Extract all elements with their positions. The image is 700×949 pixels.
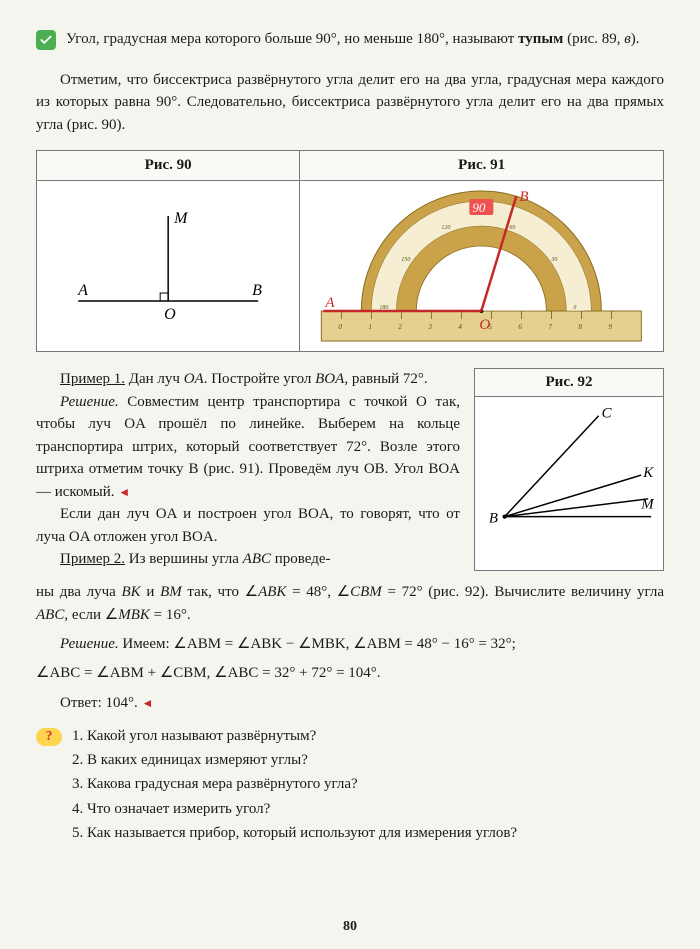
svg-text:K: K [642, 465, 654, 481]
ex1-ray: OA [184, 371, 204, 387]
svg-text:B: B [252, 282, 262, 299]
def-ref-close: ). [631, 31, 640, 47]
svg-text:120: 120 [442, 225, 451, 231]
ex1-gc: , равный 72°. [344, 371, 427, 387]
intro-paragraph: Отметим, что биссектриса развёрнутого уг… [36, 69, 664, 137]
svg-text:M: M [173, 210, 189, 227]
ex2-answer: Ответ: 104°. ◄ [36, 692, 664, 715]
svg-text:6: 6 [519, 323, 523, 331]
question-1: 1. Какой угол называют развёрнутым? [72, 725, 517, 748]
svg-text:B: B [520, 189, 529, 205]
svg-text:B: B [489, 511, 498, 527]
ex2-sol1: Решение. Имеем: ∠ABM = ∠ABK − ∠MBK, ∠ABM… [36, 633, 664, 656]
page-number: 80 [0, 919, 700, 935]
check-icon [36, 30, 56, 50]
fig92-title: Рис. 92 [475, 369, 663, 397]
ex2-title: Пример 2. [60, 551, 125, 567]
svg-text:0: 0 [574, 305, 577, 311]
fig92-body: B C K M [475, 397, 663, 567]
fig90-title: Рис. 90 [37, 151, 299, 181]
fig91-body: 90 1 8 0 150 120 60 30 0 [300, 181, 663, 351]
end-mark-icon: ◄ [118, 485, 130, 499]
svg-text:O: O [164, 306, 176, 323]
example1-row: Пример 1. Дан луч OA. Постройте угол BOA… [36, 368, 664, 571]
def-ref: (рис. 89, [563, 31, 624, 47]
ex2-ans: 104°. [102, 695, 138, 711]
definition-text: Угол, градусная мера которого больше 90°… [66, 28, 640, 51]
question-3: 3. Какова градусная мера развёрнутого уг… [72, 773, 517, 796]
end-mark-icon-2: ◄ [142, 696, 154, 710]
ex1-follow: Если дан луч OA и построен угол BOA, то … [36, 503, 460, 548]
svg-text:A: A [325, 295, 336, 311]
ex2-cont: ны два луча BK и BM так, что ∠ABK = 48°,… [36, 581, 664, 628]
figures-table: Рис. 90 A B O M Рис. 91 [36, 150, 664, 352]
svg-text:5: 5 [489, 323, 493, 331]
svg-text:8: 8 [579, 323, 583, 331]
fig90-body: A B O M [37, 181, 299, 351]
svg-text:4: 4 [459, 323, 463, 331]
fig91-title: Рис. 91 [300, 151, 663, 181]
svg-text:A: A [77, 282, 88, 299]
fig92-box: Рис. 92 B C K M [474, 368, 664, 571]
ex2-ans-label: Ответ: [60, 695, 102, 711]
svg-text:30: 30 [551, 257, 558, 263]
ex1-gb: . Постройте угол [204, 371, 315, 387]
svg-text:150: 150 [402, 257, 411, 263]
fig91-svg: 90 1 8 0 150 120 60 30 0 [300, 181, 663, 351]
ex1-sol-label: Решение. [60, 394, 119, 410]
svg-text:2: 2 [399, 323, 403, 331]
ex1-ang: BOA [315, 371, 344, 387]
ex2-line2: ∠ABC = ∠ABM + ∠CBM, ∠ABC = 32° + 72° = 1… [36, 662, 664, 685]
definition-callout: Угол, градусная мера которого больше 90°… [36, 28, 664, 51]
svg-text:9: 9 [609, 323, 613, 331]
ex1-follow-text: Если дан луч OA и построен угол BOA, то … [36, 506, 460, 545]
ex2-sol-label: Решение. [60, 636, 119, 652]
question-2: 2. В каких единицах измеряют углы? [72, 749, 517, 772]
svg-text:90: 90 [473, 200, 487, 215]
fig92-svg: B C K M [475, 397, 663, 567]
svg-text:C: C [602, 406, 613, 422]
questions-list: 1. Какой угол называют развёрнутым? 2. В… [72, 725, 517, 846]
svg-text:60: 60 [510, 225, 516, 231]
question-icon: ? [36, 728, 62, 746]
ex1-title: Пример 1. [60, 371, 125, 387]
def-before: Угол, градусная мера которого больше 90°… [66, 31, 518, 47]
ex2-given-part: Из вершины угла ABC проведе- [125, 551, 331, 567]
svg-text:3: 3 [428, 323, 433, 331]
def-term: тупым [518, 31, 563, 47]
ex1-ga: Дан луч [129, 371, 184, 387]
example1-text: Пример 1. Дан луч OA. Постройте угол BOA… [36, 368, 460, 571]
svg-text:0: 0 [339, 323, 343, 331]
fig90-svg: A B O M [37, 181, 299, 351]
question-4: 4. Что означает измерить угол? [72, 798, 517, 821]
svg-text:7: 7 [549, 323, 553, 331]
question-5: 5. Как называется прибор, который исполь… [72, 822, 517, 845]
svg-text:M: M [640, 497, 655, 513]
ex2-line1: Имеем: ∠ABM = ∠ABK − ∠MBK, ∠ABM = 48° − … [119, 636, 516, 652]
svg-text:1: 1 [369, 323, 373, 331]
questions-section: ? 1. Какой угол называют развёрнутым? 2.… [36, 725, 664, 846]
